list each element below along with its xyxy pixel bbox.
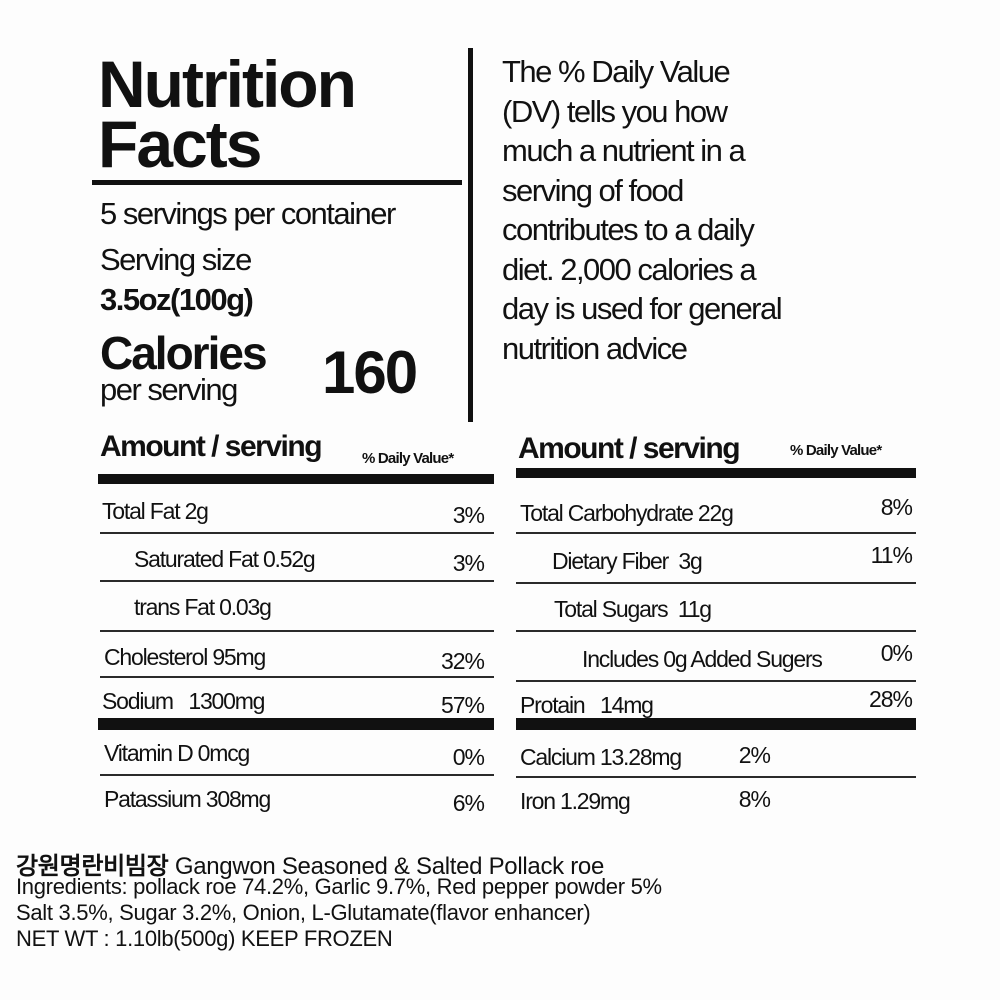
- left-heading-rule: [98, 474, 494, 484]
- right-rule-4: [516, 680, 916, 682]
- left-pct-vitamin-d: 0%: [452, 744, 485, 770]
- right-row-added-sugars: Includes 0g Added Sugers: [582, 646, 823, 672]
- left-pct-saturated-fat: 3%: [452, 550, 485, 576]
- title-rule: [92, 180, 462, 185]
- product-name: 강원명란비빔장 Gangwon Seasoned & Salted Pollac…: [16, 846, 604, 881]
- right-row-calcium: Calcium 13.28mg: [520, 744, 682, 770]
- right-rule-3: [516, 630, 916, 632]
- left-row-sodium: Sodium 1300mg: [102, 688, 265, 714]
- right-rule-5: [516, 776, 916, 778]
- left-row-vitamin-d: Vitamin D 0mcg: [104, 740, 250, 766]
- ingredients-line-2: Salt 3.5%, Sugar 3.2%, Onion, L-Glutamat…: [16, 900, 591, 925]
- left-row-potassium: Patassium 308mg: [104, 786, 271, 812]
- left-row-saturated-fat: Saturated Fat 0.52g: [134, 546, 316, 572]
- left-vitamin-rule: [98, 718, 494, 730]
- title-line-1: Nutrition: [98, 47, 357, 121]
- right-row-total-carbohydrate: Total Carbohydrate 22g: [520, 500, 734, 526]
- right-row-dietary-fiber: Dietary Fiber 3g: [552, 548, 703, 574]
- net-weight: NET WT : 1.10lb(500g) KEEP FROZEN: [16, 926, 393, 951]
- vertical-divider: [468, 48, 473, 422]
- product-name-english: Gangwon Seasoned & Salted Pollack roe: [168, 853, 605, 880]
- left-pct-sodium: 57%: [440, 692, 485, 718]
- right-row-protein: Protain 14mg: [520, 692, 654, 718]
- label-title: Nutrition Facts: [98, 47, 357, 181]
- left-row-trans-fat: trans Fat 0.03g: [134, 594, 272, 620]
- calories-value: 160: [322, 339, 418, 406]
- per-serving-label: per serving: [100, 372, 238, 407]
- right-pct-added-sugars: 0%: [880, 640, 913, 666]
- left-rule-2: [100, 580, 494, 582]
- left-dv-heading: % Daily Value*: [362, 450, 454, 467]
- calories-label: Calories: [100, 327, 268, 379]
- right-rule-2: [516, 582, 916, 584]
- right-dv-heading: % Daily Value*: [790, 442, 882, 459]
- left-rule-4: [100, 676, 494, 678]
- right-pct-iron: 8%: [738, 786, 771, 812]
- left-rule-5: [100, 774, 494, 776]
- ingredients-line-1: Ingredients: pollack roe 74.2%, Garlic 9…: [16, 874, 662, 899]
- left-rule-3: [100, 630, 494, 632]
- right-row-iron: Iron 1.29mg: [520, 788, 631, 814]
- left-rule-1: [100, 532, 494, 534]
- left-row-cholesterol: Cholesterol 95mg: [104, 644, 266, 670]
- right-calcium-rule: [516, 718, 916, 730]
- product-name-korean: 강원명란비빔장: [16, 853, 169, 880]
- right-pct-protein: 28%: [868, 686, 913, 712]
- servings-per-container: 5 servings per container: [100, 196, 396, 231]
- right-heading-rule: [516, 468, 916, 478]
- right-amount-heading: Amount / serving: [518, 432, 741, 465]
- serving-size-label: Serving size: [100, 242, 252, 277]
- left-pct-total-fat: 3%: [452, 502, 485, 528]
- serving-size-value: 3.5oz(100g): [100, 282, 254, 317]
- right-rule-1: [516, 532, 916, 534]
- right-pct-dietary-fiber: 11%: [870, 542, 913, 568]
- left-row-total-fat: Total Fat 2g: [102, 498, 209, 524]
- right-pct-total-carbohydrate: 8%: [880, 494, 913, 520]
- daily-value-note: The % Daily Value (DV) tells you how muc…: [502, 54, 783, 366]
- right-pct-calcium: 2%: [738, 742, 771, 768]
- right-row-total-sugars: Total Sugars 11g: [554, 596, 712, 622]
- left-pct-cholesterol: 32%: [440, 648, 485, 674]
- left-amount-heading: Amount / serving: [100, 430, 323, 463]
- title-line-2: Facts: [98, 107, 262, 181]
- left-pct-potassium: 6%: [452, 790, 485, 816]
